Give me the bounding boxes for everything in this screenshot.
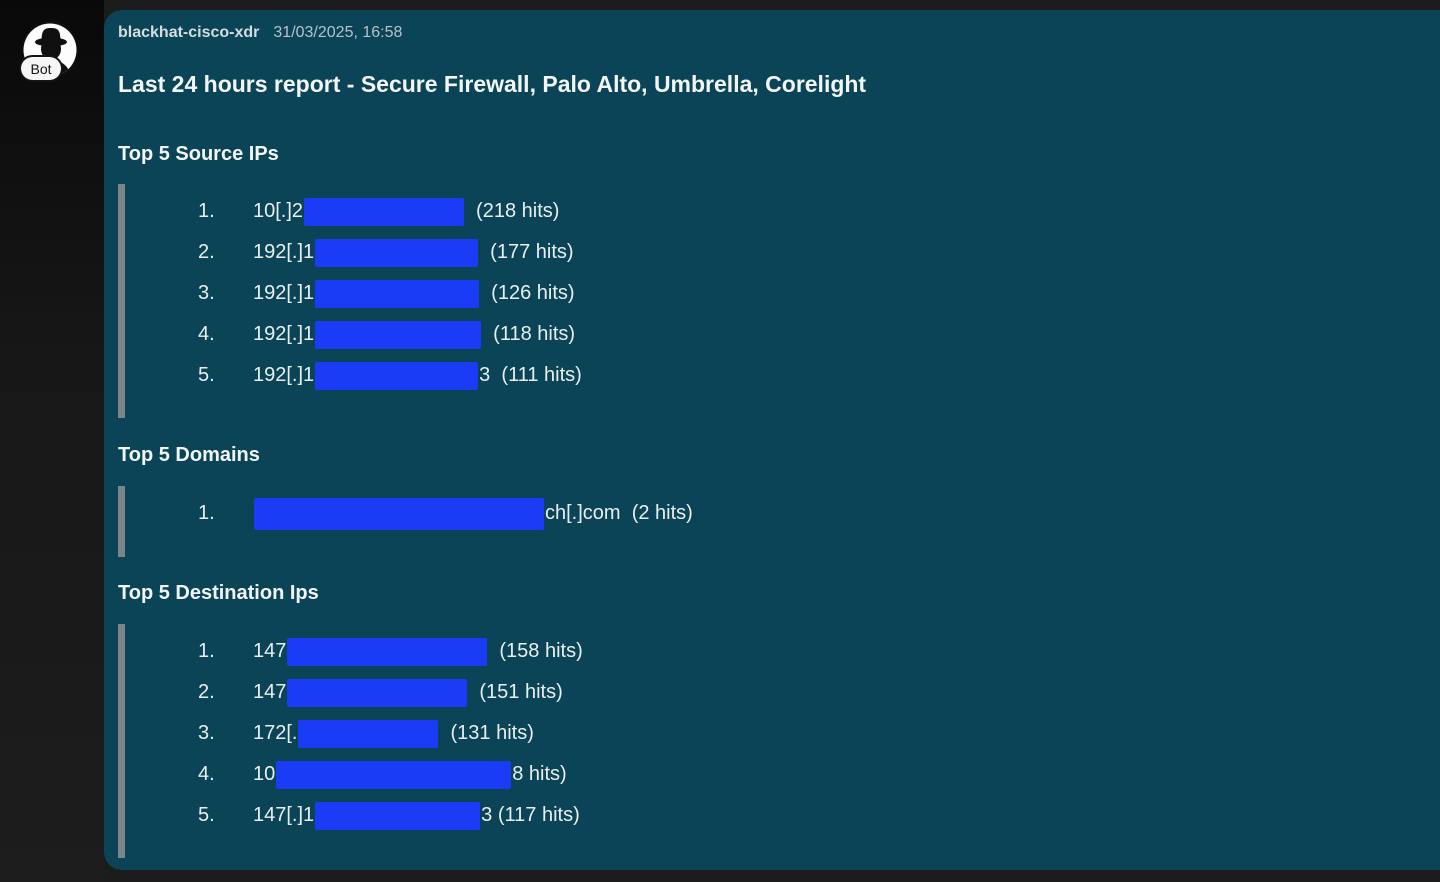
list-item: 3. 172[. (131 hits) <box>198 713 1440 754</box>
list-item-text: 192[.]1 (126 hits) <box>253 279 575 308</box>
item-hit-count: ch[.]com (2 hits) <box>545 502 693 524</box>
list-item-number: 1. <box>198 200 215 222</box>
list-item-number: 2. <box>198 681 215 703</box>
report-title: Last 24 hours report - Secure Firewall, … <box>118 71 867 97</box>
redaction-box <box>315 238 479 267</box>
list-item-text: 10[.]2 (218 hits) <box>253 197 560 226</box>
item-hit-count: (126 hits) <box>491 282 575 304</box>
item-visible-prefix: 172[. <box>253 722 298 744</box>
redaction-box <box>315 320 482 349</box>
item-hit-count: (131 hits) <box>450 722 534 744</box>
source-ips-list: 1. 10[.]2 (218 hits) 2. 192[.]1 (177 hits)… <box>118 184 1440 418</box>
list-item-number: 1. <box>198 640 215 662</box>
message-card: blackhat-cisco-xdr 31/03/2025, 16:58 Las… <box>104 10 1440 870</box>
redaction-box <box>276 760 512 789</box>
item-hit-count: (158 hits) <box>499 640 583 662</box>
list-item: 1. 10[.]2 (218 hits) <box>198 191 1440 232</box>
item-hit-count: (177 hits) <box>490 241 574 263</box>
bot-badge: Bot <box>21 57 61 80</box>
list-item-number: 2. <box>198 241 215 263</box>
list-item-number: 1. <box>198 502 215 524</box>
list-item-text: 147 (158 hits) <box>253 637 583 666</box>
redaction-box <box>315 279 480 308</box>
item-visible-prefix: 192[.]1 <box>253 241 315 263</box>
list-item: 1. ch[.]com (2 hits) <box>198 493 1440 534</box>
list-item: 4. 10 8 hits) <box>198 754 1440 795</box>
item-visible-prefix: 10[.]2 <box>253 200 304 222</box>
redaction-box <box>287 678 468 707</box>
item-hit-count: 3 (111 hits) <box>479 364 582 386</box>
list-item-text: 192[.]1 (118 hits) <box>253 320 576 349</box>
item-visible-prefix: 10 <box>253 763 276 785</box>
section-heading-destination-ips: Top 5 Destination Ips <box>118 582 319 604</box>
list-item-text: ch[.]com (2 hits) <box>253 497 693 530</box>
list-item-number: 5. <box>198 804 215 826</box>
list-item: 5. 192[.]1 3 (111 hits) <box>198 355 1440 396</box>
item-hit-count: (218 hits) <box>476 200 560 222</box>
list-item: 2. 192[.]1 (177 hits) <box>198 232 1440 273</box>
item-hit-count: 8 hits) <box>512 763 567 785</box>
list-item-text: 10 8 hits) <box>253 760 567 789</box>
list-item-text: 147[.]1 3 (117 hits) <box>253 801 580 830</box>
redaction-box <box>315 361 479 390</box>
redaction-box <box>287 637 488 666</box>
section-heading-domains: Top 5 Domains <box>118 444 260 466</box>
item-visible-prefix: 147 <box>253 640 287 662</box>
list-item-text: 147 (151 hits) <box>253 678 563 707</box>
redaction-box <box>298 719 439 748</box>
destination-ips-list: 1. 147 (158 hits) 2. 147 (151 hits) 3. 172… <box>118 624 1440 858</box>
section-heading-source-ips: Top 5 Source IPs <box>118 143 279 165</box>
item-visible-prefix: 147 <box>253 681 287 703</box>
list-item-text: 192[.]1 3 (111 hits) <box>253 361 582 390</box>
list-item-number: 5. <box>198 364 215 386</box>
item-visible-prefix: 192[.]1 <box>253 323 315 345</box>
list-item-text: 192[.]1 (177 hits) <box>253 238 574 267</box>
item-visible-prefix: 147[.]1 <box>253 804 315 826</box>
list-item: 1. 147 (158 hits) <box>198 631 1440 672</box>
domains-list: 1. ch[.]com (2 hits) <box>118 486 1440 557</box>
redaction-box <box>254 497 544 530</box>
redaction-box <box>304 197 465 226</box>
message-header: blackhat-cisco-xdr 31/03/2025, 16:58 <box>104 10 1440 44</box>
list-item-number: 4. <box>198 323 215 345</box>
item-hit-count: (151 hits) <box>479 681 563 703</box>
redaction-box <box>315 801 481 830</box>
list-item-number: 4. <box>198 763 215 785</box>
item-visible-prefix: 192[.]1 <box>253 364 315 386</box>
item-visible-prefix: 192[.]1 <box>253 282 315 304</box>
item-hit-count: 3 (117 hits) <box>481 804 580 826</box>
list-item-number: 3. <box>198 282 215 304</box>
list-item: 3. 192[.]1 (126 hits) <box>198 273 1440 314</box>
list-item-text: 172[. (131 hits) <box>253 719 534 748</box>
list-item: 2. 147 (151 hits) <box>198 672 1440 713</box>
avatar[interactable]: Bot <box>20 20 80 80</box>
sender-name[interactable]: blackhat-cisco-xdr <box>118 24 260 41</box>
message-timestamp: 31/03/2025, 16:58 <box>273 24 403 41</box>
item-hit-count: (118 hits) <box>493 323 576 345</box>
list-item: 5. 147[.]1 3 (117 hits) <box>198 795 1440 836</box>
left-rail: Bot <box>0 0 104 882</box>
list-item-number: 3. <box>198 722 215 744</box>
list-item: 4. 192[.]1 (118 hits) <box>198 314 1440 355</box>
